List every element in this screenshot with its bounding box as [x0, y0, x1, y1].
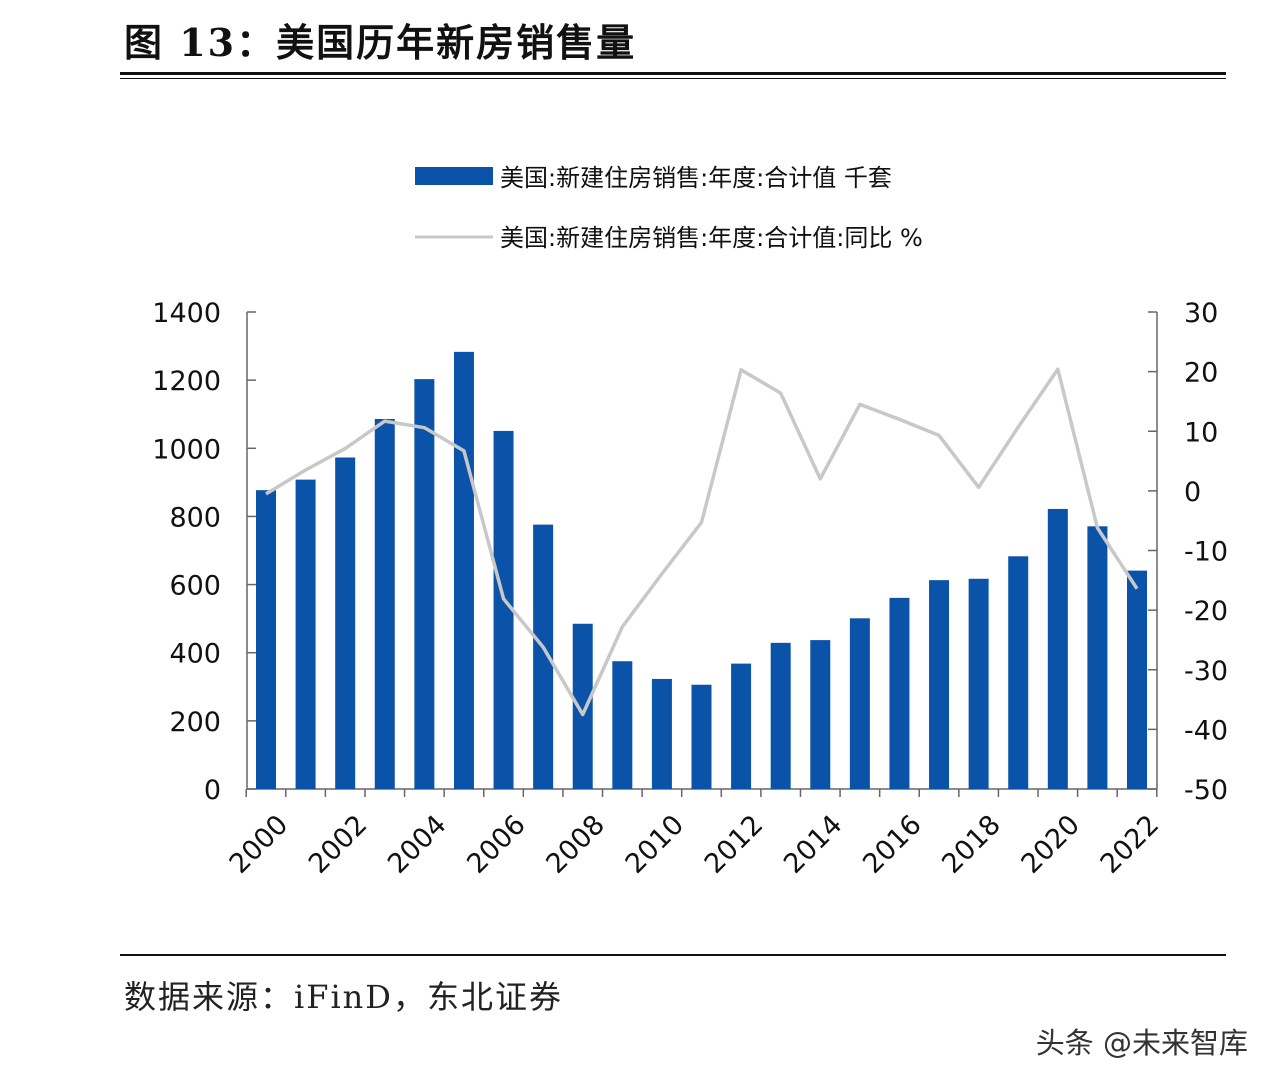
bar-2019: [1008, 556, 1029, 789]
left-tick-label: 1200: [152, 366, 221, 397]
bar-2018: [968, 578, 989, 789]
source-note: 数据来源：iFinD，东北证券: [124, 978, 563, 1016]
bar-2015: [849, 618, 870, 789]
legend-label-bar: 美国:新建住房销售:年度:合计值 千套: [500, 164, 892, 192]
legend-label-line: 美国:新建住房销售:年度:合计值:同比 %: [500, 224, 923, 252]
x-tick-label: 2016: [857, 809, 928, 880]
bar-2002: [335, 457, 356, 789]
right-tick-label: 10: [1184, 417, 1218, 448]
x-tick-label: 2012: [699, 809, 770, 880]
right-tick-label: -50: [1184, 775, 1228, 806]
title-rule-thin: [120, 78, 1226, 79]
bar-2020: [1047, 508, 1068, 789]
bar-2012: [731, 663, 752, 789]
chart: 美国:新建住房销售:年度:合计值 千套 美国:新建住房销售:年度:合计值:同比 …: [152, 164, 1228, 880]
figure-title: 图 13：美国历年新房销售量: [124, 20, 637, 65]
bar-2000: [256, 490, 276, 789]
x-tick-label: 2006: [461, 809, 532, 880]
x-tick-label: 2002: [303, 809, 374, 880]
left-tick-label: 200: [169, 707, 221, 738]
bar-2014: [810, 640, 831, 789]
left-tick-label: 600: [169, 571, 221, 602]
bar-2004: [414, 379, 435, 789]
bar-2010: [651, 678, 672, 789]
title-rule: [120, 72, 1226, 75]
bar-2001: [295, 479, 316, 789]
x-tick-label: 2022: [1095, 809, 1166, 880]
right-tick-label: -30: [1184, 656, 1228, 687]
yoy-line: [265, 367, 1139, 717]
x-tick-label: 2020: [1016, 809, 1087, 880]
left-tick-label: 1000: [152, 434, 221, 465]
bar-2016: [889, 597, 910, 789]
left-tick-label: 400: [169, 639, 221, 670]
bar-2007: [533, 524, 554, 789]
bar-2022: [1127, 570, 1147, 789]
left-tick-label: 0: [204, 775, 221, 806]
bar-2013: [770, 642, 791, 789]
x-tick-label: 2000: [224, 809, 295, 880]
left-tick-label: 1400: [152, 298, 221, 329]
bar-2003: [374, 418, 395, 789]
x-tick-label: 2004: [382, 809, 453, 880]
right-tick-label: -40: [1184, 715, 1228, 746]
bar-2006: [493, 430, 514, 789]
source-rule: [120, 954, 1226, 956]
right-tick-label: 0: [1184, 477, 1201, 508]
bar-2011: [691, 684, 712, 789]
bar-2005: [453, 351, 474, 789]
legend: 美国:新建住房销售:年度:合计值 千套 美国:新建住房销售:年度:合计值:同比 …: [415, 164, 923, 252]
watermark: 头条 @未来智库: [1035, 1026, 1248, 1060]
right-tick-label: 30: [1184, 298, 1218, 329]
x-tick-label: 2018: [936, 809, 1007, 880]
right-tick-label: -10: [1184, 537, 1228, 568]
bar-2021: [1087, 526, 1108, 789]
bar-2009: [612, 661, 633, 789]
bar-2017: [929, 580, 950, 789]
legend-swatch-bar: [415, 167, 493, 185]
bar-2008: [572, 623, 593, 789]
left-tick-label: 800: [169, 502, 221, 533]
right-tick-label: 20: [1184, 358, 1218, 389]
x-tick-label: 2010: [620, 809, 691, 880]
right-tick-label: -20: [1184, 596, 1228, 627]
x-tick-label: 2008: [540, 809, 611, 880]
x-tick-label: 2014: [778, 809, 849, 880]
